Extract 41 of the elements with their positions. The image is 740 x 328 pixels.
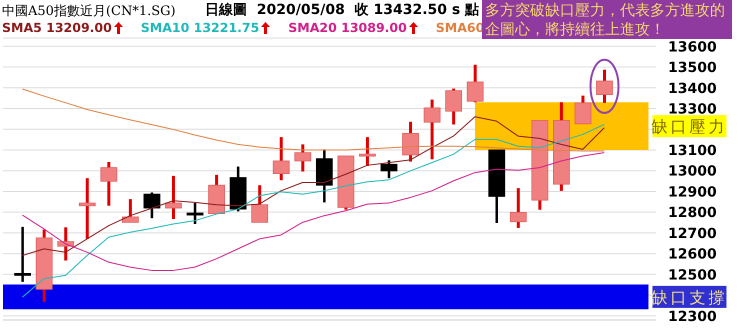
candlestick	[294, 144, 312, 172]
y-tick-label: 12300	[668, 308, 717, 325]
chart-title: 中國A50指數近月(CN*1.SG)	[2, 3, 176, 20]
y-tick-label: 13300	[668, 102, 717, 118]
y-tick-label: 13500	[668, 60, 717, 76]
text: SMA60	[436, 20, 484, 35]
candlestick	[14, 226, 32, 284]
candlestick	[165, 176, 182, 220]
y-tick-label: 13000	[668, 164, 717, 180]
text: 多方突破缺口壓力，代表多方進攻的企圖心，將持續往上進攻！	[485, 1, 725, 38]
candlestick	[596, 70, 613, 103]
y-tick-label: 12800	[668, 205, 717, 222]
candlestick	[100, 162, 118, 206]
candlestick	[272, 137, 290, 180]
candlestick	[574, 96, 592, 124]
candlestick	[359, 137, 376, 166]
candlestick	[144, 191, 160, 220]
y-tick-label: 13400	[668, 80, 717, 97]
y-tick-label: 12600	[668, 246, 717, 263]
candlestick	[424, 100, 440, 160]
y-tick-label: 13600	[668, 39, 717, 56]
chart-subtitle: 日線圖 2020/05/08 收 13432.50 s 點	[205, 1, 480, 19]
candlestick	[122, 199, 139, 223]
candlestick	[402, 122, 419, 162]
candlestick	[78, 178, 96, 239]
text: SMA5 13209.00	[2, 20, 113, 35]
candlestick	[466, 64, 484, 102]
y-tick-label: 12700	[668, 226, 717, 242]
text: SMA20 13089.00	[288, 20, 408, 35]
line-series	[22, 116, 605, 256]
line-series	[22, 124, 605, 298]
y-tick-label: 12900	[668, 184, 717, 200]
candlestick	[380, 159, 398, 180]
text: SMA10 13221.75	[140, 20, 260, 35]
y-tick-label: 13100	[668, 142, 717, 159]
candlestick	[510, 188, 527, 228]
candlestick	[445, 88, 462, 124]
line-series	[22, 152, 605, 271]
y-tick-label: 12500	[668, 267, 717, 284]
candlestick	[186, 202, 204, 226]
candlestick	[251, 185, 268, 223]
